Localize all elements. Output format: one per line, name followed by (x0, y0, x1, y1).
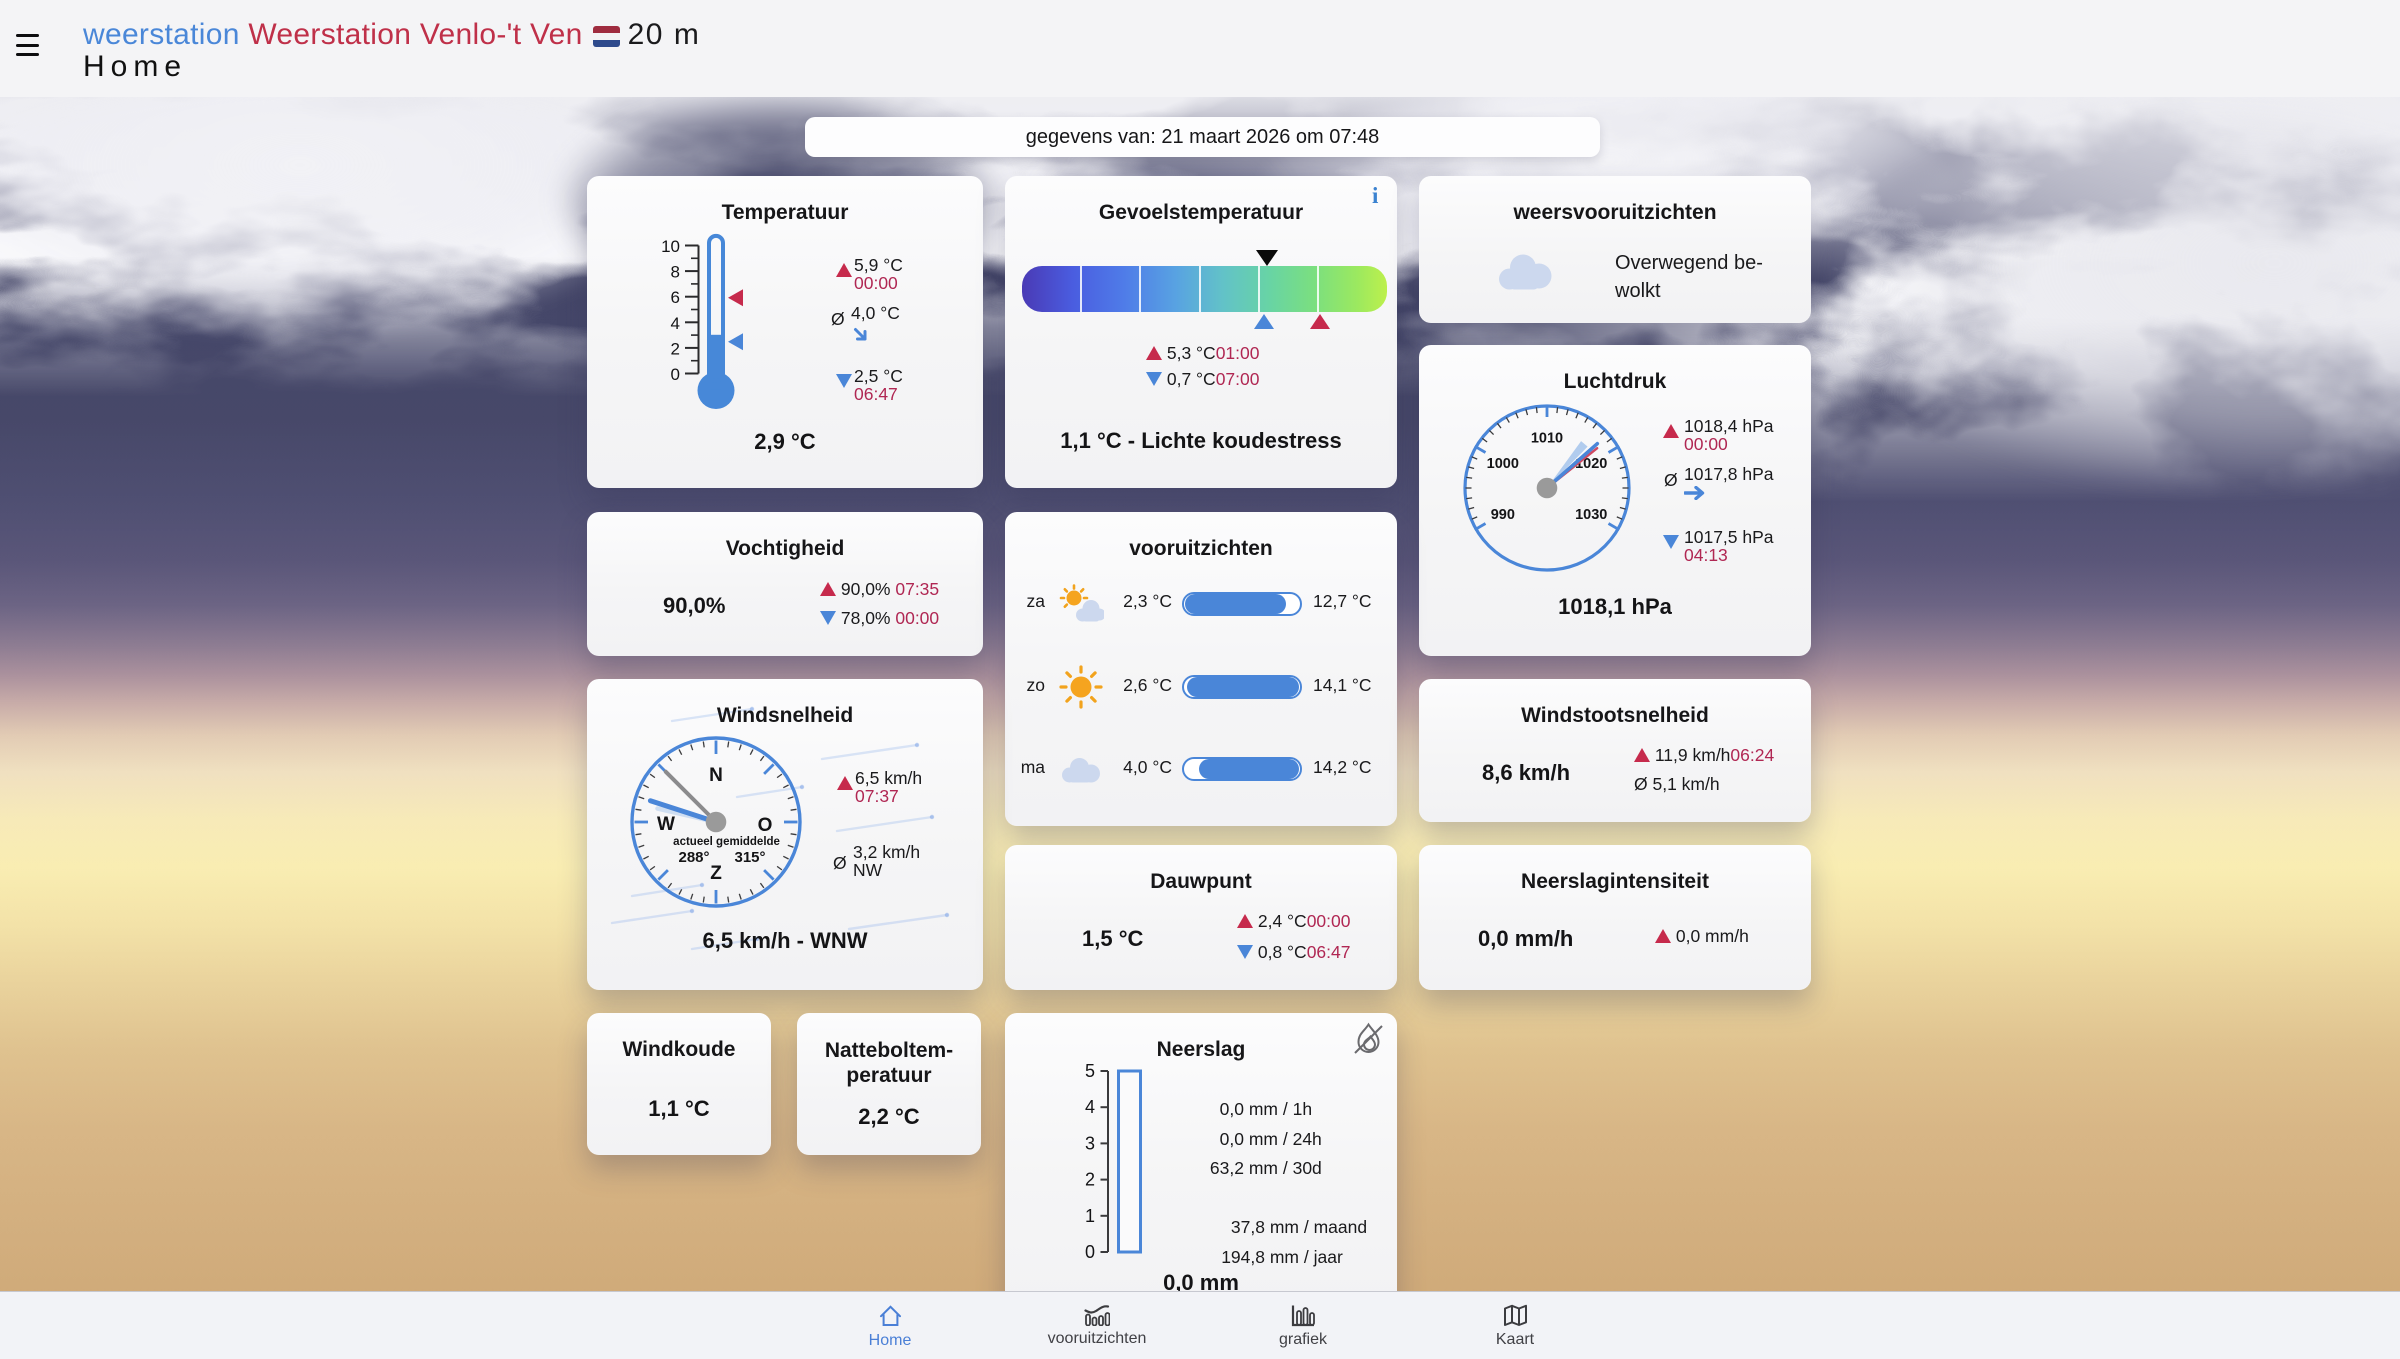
svg-text:2: 2 (671, 339, 680, 358)
svg-text:1000: 1000 (1487, 456, 1519, 472)
svg-text:5: 5 (1085, 1061, 1095, 1081)
svg-text:1030: 1030 (1575, 507, 1607, 523)
svg-text:8: 8 (671, 263, 680, 282)
svg-text:10: 10 (661, 237, 680, 256)
svg-text:3: 3 (1085, 1133, 1095, 1153)
svg-text:990: 990 (1491, 507, 1515, 523)
svg-text:O: O (758, 815, 773, 836)
svg-text:4: 4 (1085, 1097, 1095, 1117)
svg-text:0: 0 (1085, 1242, 1095, 1262)
svg-text:W: W (657, 814, 675, 835)
svg-text:6: 6 (671, 288, 680, 307)
svg-text:N: N (709, 765, 723, 786)
svg-text:actueel: actueel (673, 836, 713, 848)
svg-text:Z: Z (710, 863, 722, 884)
svg-text:4: 4 (671, 314, 680, 333)
svg-text:1: 1 (1085, 1206, 1095, 1226)
svg-text:2: 2 (1085, 1170, 1095, 1190)
svg-text:288°: 288° (678, 849, 709, 866)
svg-text:0: 0 (671, 365, 680, 384)
svg-text:315°: 315° (734, 849, 765, 866)
svg-text:gemiddelde: gemiddelde (716, 836, 780, 848)
svg-text:1010: 1010 (1531, 431, 1563, 447)
